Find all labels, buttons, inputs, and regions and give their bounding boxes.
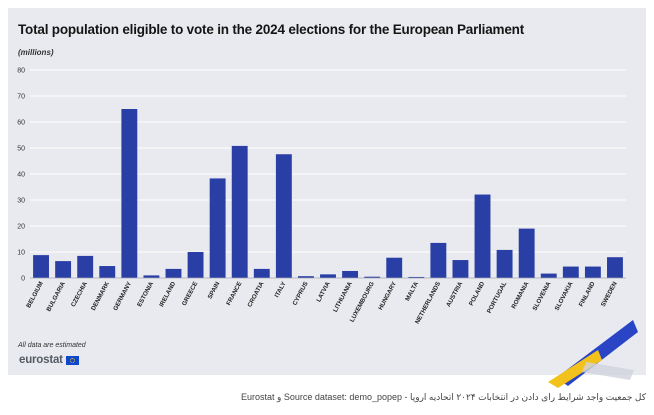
x-tick-label: LATVIA	[315, 280, 332, 303]
bar-chart: 0 10 20 30 40 50 60 70 80 BELGIUM BULGARIA CZECHIA D…	[17, 68, 626, 325]
bar	[408, 276, 425, 278]
x-tick-label: LITHUANIA	[332, 280, 354, 313]
x-tick-label: HUNGARY	[377, 280, 398, 311]
x-tick-label: BELGIUM	[25, 281, 45, 309]
x-tick-label: FINLAND	[578, 280, 597, 308]
x-tick-label: ROMANIA	[510, 280, 530, 310]
bar	[253, 268, 270, 278]
x-tick-label: SLOVAKIA	[554, 280, 575, 312]
x-tick-label: DENMARK	[90, 280, 111, 312]
chart-panel: Total population eligible to vote in the…	[8, 8, 646, 375]
bar	[33, 255, 49, 278]
bar	[540, 273, 557, 278]
x-tick-label: AUSTRIA	[445, 280, 464, 308]
x-tick-label: IRELAND	[158, 280, 177, 308]
bar	[452, 260, 469, 278]
bar	[209, 178, 226, 278]
decorative-logo-icon	[548, 320, 638, 388]
bar	[342, 270, 359, 278]
x-tick-label: GERMANY	[112, 280, 133, 312]
x-tick-label: GREECE	[181, 281, 199, 307]
x-tick-label: FRANCE	[225, 281, 243, 307]
x-tick-label: BULGARIA	[45, 280, 67, 313]
x-tick-label: CYPRUS	[291, 281, 309, 307]
y-tick-label: 10	[17, 250, 25, 257]
y-tick-label: 50	[17, 146, 25, 153]
eurostat-logo: eurostat	[19, 353, 79, 367]
y-tick-label: 20	[17, 224, 25, 231]
x-tick-label: PORTUGAL	[486, 280, 509, 314]
bar	[275, 154, 292, 278]
x-tick-label: MALTA	[404, 280, 420, 302]
bar	[165, 268, 182, 278]
bar	[99, 266, 116, 278]
x-tick-label: SLOVENIA	[531, 280, 552, 312]
x-tick-label: ITALY	[274, 280, 288, 299]
x-tick-label: ESTONIA	[136, 280, 155, 308]
bar	[187, 252, 204, 278]
bar	[562, 266, 579, 278]
bar	[584, 266, 601, 278]
y-tick-label: 0	[21, 276, 25, 283]
image-caption: کل جمعیت واجد شرایط رای دادن در انتخابات…	[241, 392, 646, 402]
y-axis-unit: (millions)	[18, 48, 54, 57]
eu-flag-icon	[65, 355, 79, 365]
bar	[474, 194, 491, 278]
y-tick-label: 30	[17, 198, 25, 205]
bar	[55, 261, 72, 278]
chart-title: Total population eligible to vote in the…	[18, 22, 524, 37]
bar	[231, 145, 248, 278]
x-tick-label: SPAIN	[207, 280, 222, 300]
bar	[386, 257, 403, 278]
bar	[77, 255, 94, 278]
bar	[297, 276, 314, 278]
bar	[607, 257, 623, 278]
bar	[518, 228, 535, 278]
bar	[121, 109, 138, 278]
x-tick-label: LUXEMBOURG	[349, 280, 376, 323]
bar	[430, 242, 447, 278]
x-tick-label: CROATIA	[246, 280, 265, 308]
x-tick-label: POLAND	[468, 280, 487, 307]
bar	[364, 276, 381, 278]
y-tick-label: 70	[17, 94, 25, 101]
x-tick-label: CZECHIA	[70, 280, 89, 308]
brand-name: eurostat	[19, 354, 63, 366]
footnote: All data are estimated	[18, 342, 86, 349]
x-tick-label: SWEDEN	[600, 280, 619, 308]
bar	[496, 249, 513, 278]
y-tick-label: 40	[17, 172, 25, 179]
y-tick-label: 60	[17, 120, 25, 127]
bar	[320, 274, 336, 278]
bar	[143, 275, 160, 278]
y-tick-label: 80	[17, 68, 25, 75]
